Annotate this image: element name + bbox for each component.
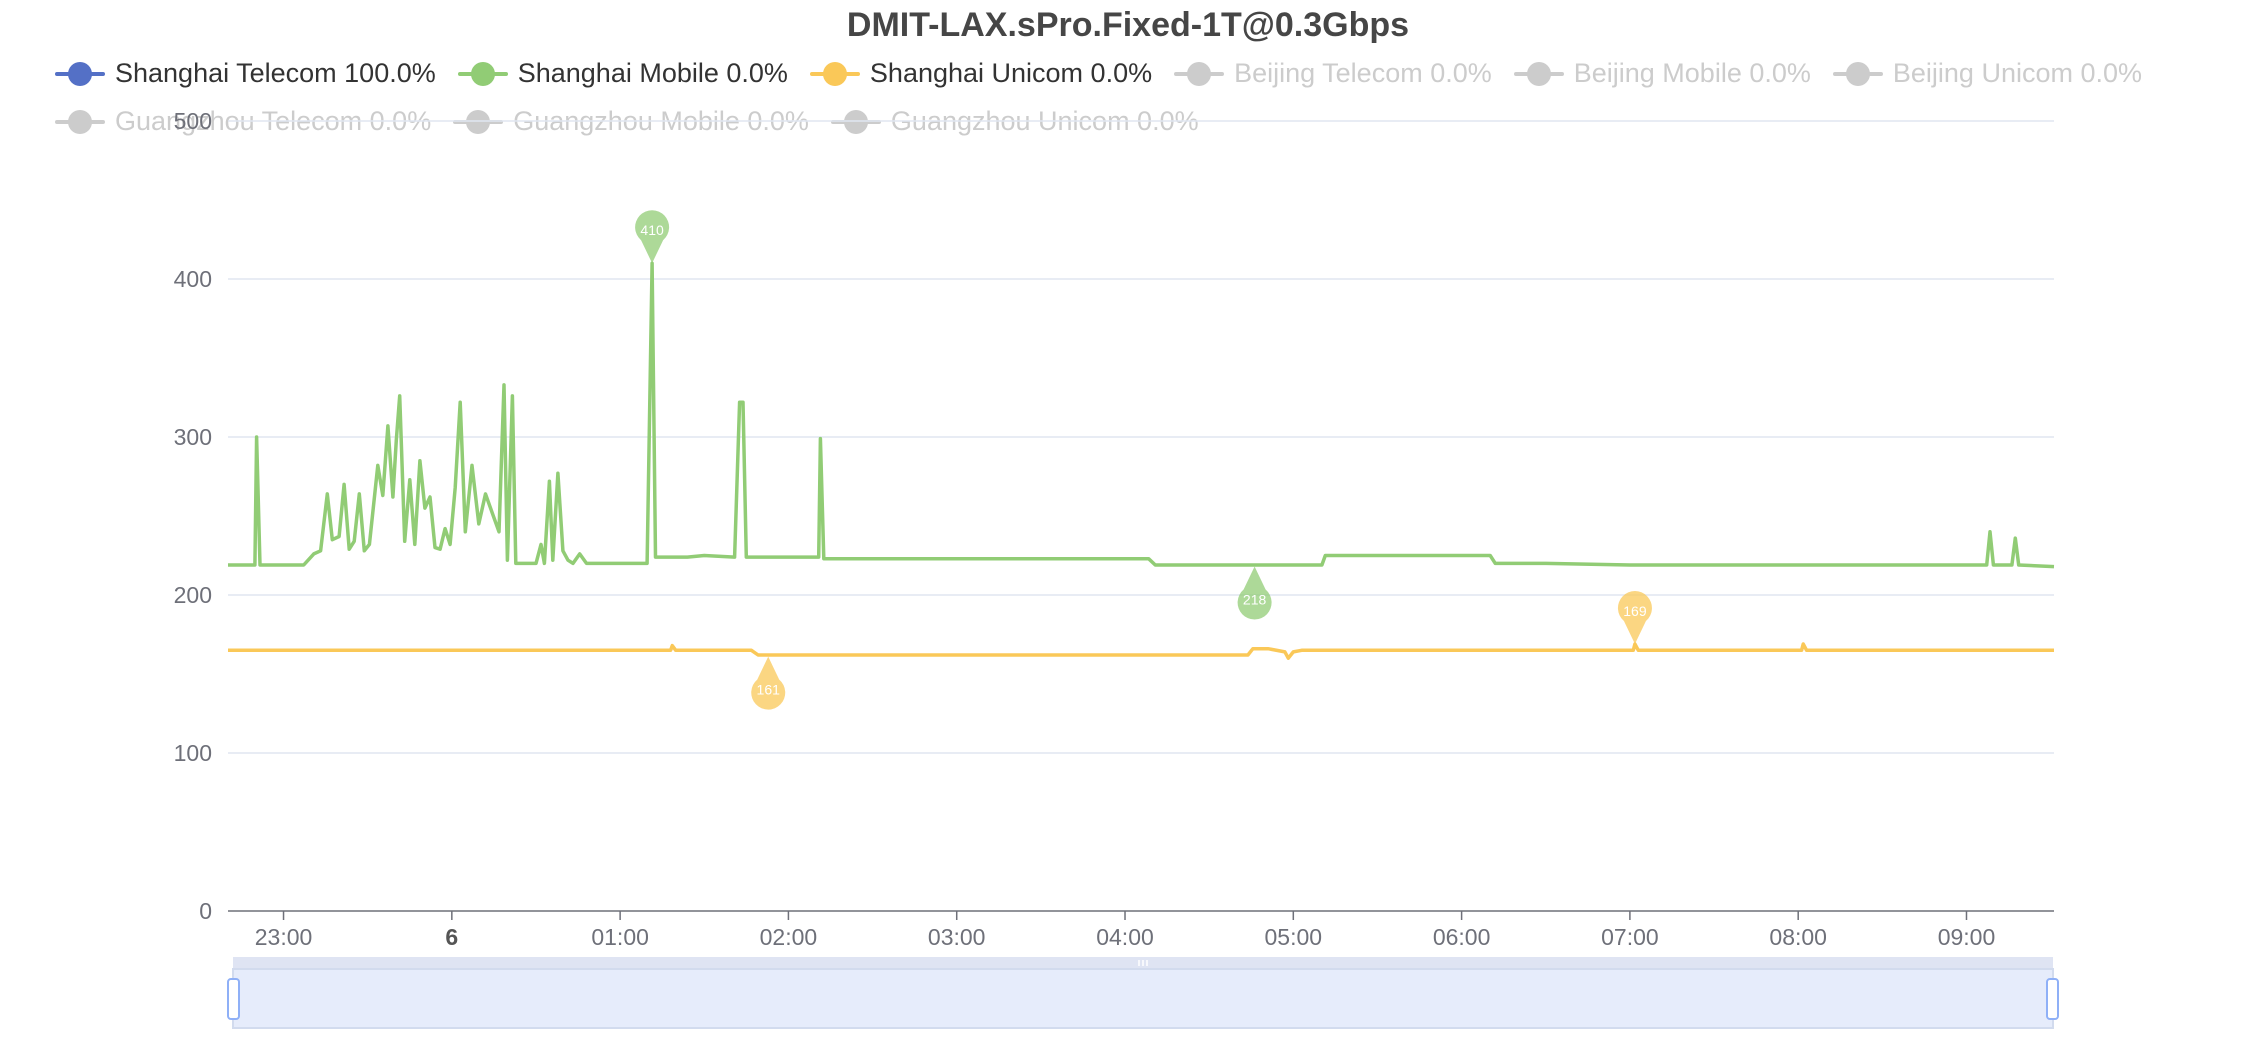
y-tick-label: 100	[174, 740, 212, 766]
legend-item[interactable]: Shanghai Unicom 0.0%	[809, 58, 1153, 89]
x-tick-label: 06:00	[1433, 924, 1491, 950]
datazoom-slider[interactable]	[227, 957, 2059, 1029]
datazoom-window[interactable]	[232, 968, 2054, 1029]
x-tick-label: 6	[445, 924, 458, 950]
x-tick-label: 04:00	[1096, 924, 1154, 950]
x-tick-label: 09:00	[1938, 924, 1996, 950]
legend-line-dot-icon	[457, 59, 508, 89]
chart-title: DMIT-LAX.sPro.Fixed-1T@0.3Gbps	[846, 6, 1410, 44]
series-line-shanghai-mobile	[228, 261, 2055, 569]
legend-line-dot-icon	[1513, 59, 1564, 89]
legend-item[interactable]: Beijing Mobile 0.0%	[1513, 58, 1811, 89]
datazoom-grip-icon[interactable]	[1138, 960, 1148, 966]
markpoint-label: 169	[1623, 603, 1647, 619]
markpoint-label: 161	[757, 682, 781, 698]
grid-lines	[228, 120, 2054, 754]
legend-label: Beijing Unicom 0.0%	[1892, 58, 2143, 88]
y-tick-label: 200	[174, 582, 212, 608]
markpoint-pin[interactable]	[635, 210, 670, 264]
legend-line-dot-icon	[55, 59, 105, 89]
legend-item[interactable]: Shanghai Mobile 0.0%	[457, 58, 788, 89]
legend-line-dot-icon	[809, 59, 860, 89]
legend-label: Shanghai Telecom 100.0%	[115, 58, 436, 88]
markpoint-label: 410	[640, 222, 664, 238]
markpoint-pin[interactable]	[1237, 566, 1272, 620]
markpoint-pin[interactable]	[751, 656, 786, 710]
x-tick-label: 23:00	[255, 924, 313, 950]
legend-row: Shanghai Telecom 100.0% Shanghai Mobile 0…	[55, 58, 2164, 89]
legend-line-dot-icon	[55, 107, 105, 137]
x-tick-label: 08:00	[1769, 924, 1827, 950]
x-tick-label: 05:00	[1265, 924, 1323, 950]
x-tick-label: 01:00	[591, 924, 649, 950]
datazoom-left-handle[interactable]	[227, 978, 240, 1020]
legend-item[interactable]: Shanghai Telecom 100.0%	[55, 58, 436, 89]
y-tick-label: 500	[174, 108, 212, 134]
datazoom-right-handle[interactable]	[2046, 978, 2059, 1020]
x-tick-label: 02:00	[760, 924, 818, 950]
markpoint-pin[interactable]	[1617, 591, 1652, 644]
legend-label: Beijing Mobile 0.0%	[1573, 58, 1811, 88]
legend-label: Beijing Telecom 0.0%	[1234, 58, 1492, 88]
legend-item[interactable]: Beijing Telecom 0.0%	[1174, 58, 1492, 89]
x-tick-label: 07:00	[1601, 924, 1659, 950]
legend-label: Shanghai Unicom 0.0%	[869, 58, 1153, 88]
x-tick-label: 03:00	[928, 924, 986, 950]
y-tick-label: 400	[174, 266, 212, 292]
legend-line-dot-icon	[1174, 59, 1225, 89]
y-tick-label: 300	[174, 424, 212, 450]
series-line-shanghai-unicom	[228, 642, 2054, 660]
legend-line-dot-icon	[1832, 59, 1883, 89]
y-tick-label: 0	[199, 898, 212, 924]
legend-item[interactable]: Beijing Unicom 0.0%	[1832, 58, 2143, 89]
series-layer	[228, 261, 2055, 660]
axes: 0 100 200 300 400 500 23:00 6 01:00 02:00 03:00 04:…	[174, 108, 2054, 950]
markpoint-layer: 410 218 161 169	[635, 210, 1652, 710]
legend-label: Shanghai Mobile 0.0%	[517, 58, 788, 88]
markpoint-label: 218	[1243, 592, 1267, 608]
